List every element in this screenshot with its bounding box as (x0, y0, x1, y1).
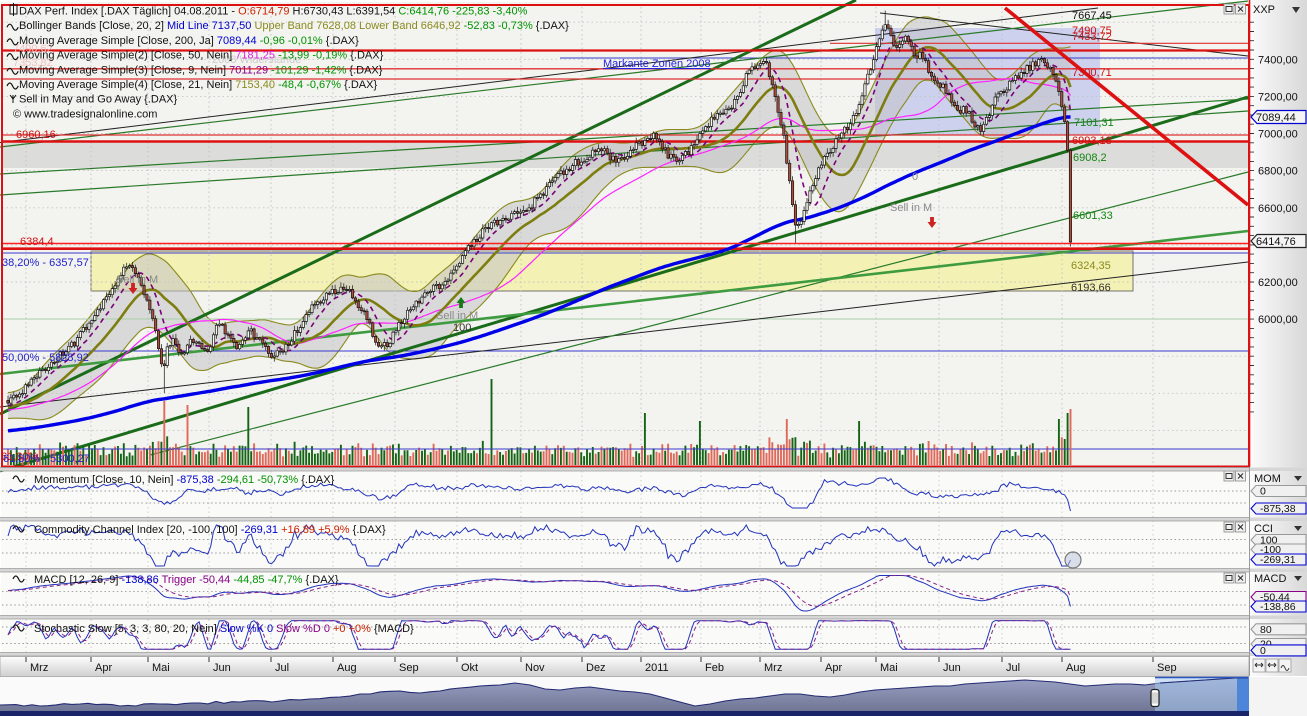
svg-text:6324,35: 6324,35 (1071, 260, 1111, 272)
svg-text:6193,66: 6193,66 (1071, 282, 1111, 294)
svg-text:Apr: Apr (825, 662, 842, 674)
svg-text:6960,16: 6960,16 (16, 129, 56, 141)
svg-text:6800,00: 6800,00 (1258, 166, 1298, 178)
svg-text:Bollinger Bands [Close, 20, 2]: Bollinger Bands [Close, 20, 2] Mid Line … (19, 20, 569, 32)
svg-text:Sep: Sep (1157, 662, 1177, 674)
svg-text:6600,00: 6600,00 (1258, 203, 1298, 215)
svg-text:7433,72: 7433,72 (1072, 31, 1112, 43)
svg-text:Jun: Jun (943, 662, 961, 674)
svg-text:Aug: Aug (337, 662, 357, 674)
svg-text:0: 0 (912, 171, 918, 183)
svg-text:2011: 2011 (645, 662, 669, 674)
svg-text:6000,00: 6000,00 (1258, 314, 1298, 326)
svg-text:6200,00: 6200,00 (1258, 277, 1298, 289)
svg-text:MACD: MACD (1254, 573, 1286, 585)
svg-text:Mai: Mai (152, 662, 170, 674)
svg-text:7200,00: 7200,00 (1258, 91, 1298, 103)
svg-text:7300,71: 7300,71 (1072, 67, 1112, 79)
svg-text:Apr: Apr (95, 662, 112, 674)
svg-text:Aug: Aug (1066, 662, 1086, 674)
svg-text:MOM: MOM (1254, 473, 1281, 485)
svg-text:7089,44: 7089,44 (1256, 112, 1296, 124)
svg-text:Jul: Jul (1006, 662, 1020, 674)
svg-text:Markante Zonen 2008: Markante Zonen 2008 (603, 58, 711, 70)
svg-text:6384,4: 6384,4 (20, 236, 54, 248)
svg-text:Mrz: Mrz (764, 662, 782, 674)
svg-text:50,00% - 5828,92: 50,00% - 5828,92 (2, 352, 89, 364)
svg-text:0: 0 (1260, 486, 1266, 498)
svg-text:7490,62: 7490,62 (13, 43, 53, 55)
svg-text:61,80% - 5300,27: 61,80% - 5300,27 (3, 453, 90, 465)
svg-text:Okt: Okt (461, 662, 478, 674)
svg-text:6414,76: 6414,76 (1256, 236, 1296, 248)
svg-text:Commodity Channel Index [20, -: Commodity Channel Index [20, -100, 100] … (34, 524, 386, 536)
svg-text:7490,75: 7490,75 (1072, 25, 1112, 37)
svg-text:Feb: Feb (705, 662, 724, 674)
svg-text:6993,18: 6993,18 (1072, 135, 1112, 147)
svg-text:Stochastic Slow [5, 3, 3, 80,: Stochastic Slow [5, 3, 3, 80, 20, Nein] … (34, 623, 414, 635)
svg-text:6908,2: 6908,2 (1073, 152, 1107, 164)
svg-text:Mrz: Mrz (30, 662, 48, 674)
svg-text:XXP: XXP (1253, 4, 1275, 16)
svg-text:Moving Average Simple(2) [Clos: Moving Average Simple(2) [Close, 50, Nei… (19, 50, 384, 62)
svg-text:0: 0 (1260, 645, 1266, 657)
svg-text:Dez: Dez (586, 662, 606, 674)
svg-text:Moving Average Simple(3) [Clos: Moving Average Simple(3) [Close, 9, Nein… (19, 64, 383, 76)
svg-text:7000,00: 7000,00 (1258, 129, 1298, 141)
svg-text:7400,00: 7400,00 (1258, 54, 1298, 66)
svg-text:-138,86: -138,86 (1260, 601, 1296, 613)
svg-text:80: 80 (1260, 624, 1272, 636)
svg-text:Mai: Mai (880, 662, 898, 674)
svg-text:Moving Average Simple [Close,: Moving Average Simple [Close, 200, Ja] 7… (19, 35, 359, 47)
svg-text:2008 Widerstände: 2008 Widerstände (212, 54, 301, 66)
svg-text:Jun: Jun (213, 662, 231, 674)
svg-text:© www.tradesignalonline.com: © www.tradesignalonline.com (13, 108, 157, 120)
svg-text:Momentum [Close, 10, Nein] -87: Momentum [Close, 10, Nein] -875,38 -294,… (34, 474, 335, 486)
svg-text:CCI: CCI (1254, 523, 1273, 535)
svg-text:Jul: Jul (275, 662, 289, 674)
svg-text:-269,31: -269,31 (1260, 554, 1296, 566)
svg-text:DAX Perf. Index [.DAX Täglich: DAX Perf. Index [.DAX Täglich] 04.08.201… (19, 6, 528, 18)
svg-text:Sell in M: Sell in M (436, 310, 478, 322)
svg-text:7353,82: 7353,82 (13, 57, 53, 69)
svg-text:Sell in May and Go Away {.DAX}: Sell in May and Go Away {.DAX} (19, 94, 177, 106)
svg-text:Sell in M: Sell in M (116, 274, 158, 286)
svg-text:Sep: Sep (399, 662, 419, 674)
svg-text:100: 100 (453, 322, 471, 334)
svg-text:6601,33: 6601,33 (1073, 210, 1113, 222)
svg-text:61,80%: 61,80% (1, 451, 39, 463)
svg-text:38,20% - 6357,57: 38,20% - 6357,57 (2, 257, 89, 269)
svg-text:Sell in M: Sell in M (890, 202, 932, 214)
svg-text:7101,31: 7101,31 (1074, 117, 1114, 129)
svg-text:Moving Average Simple(4) [Clos: Moving Average Simple(4) [Close, 21, Nei… (19, 79, 377, 91)
svg-text:MACD [12, 26, 9] -138,86 Trigg: MACD [12, 26, 9] -138,86 Trigger -50,44 … (34, 574, 339, 586)
svg-text:-875,38: -875,38 (1260, 503, 1296, 515)
svg-text:Nov: Nov (525, 662, 545, 674)
svg-text:7667,45: 7667,45 (1072, 10, 1112, 22)
svg-text:-100: -100 (1260, 544, 1281, 556)
